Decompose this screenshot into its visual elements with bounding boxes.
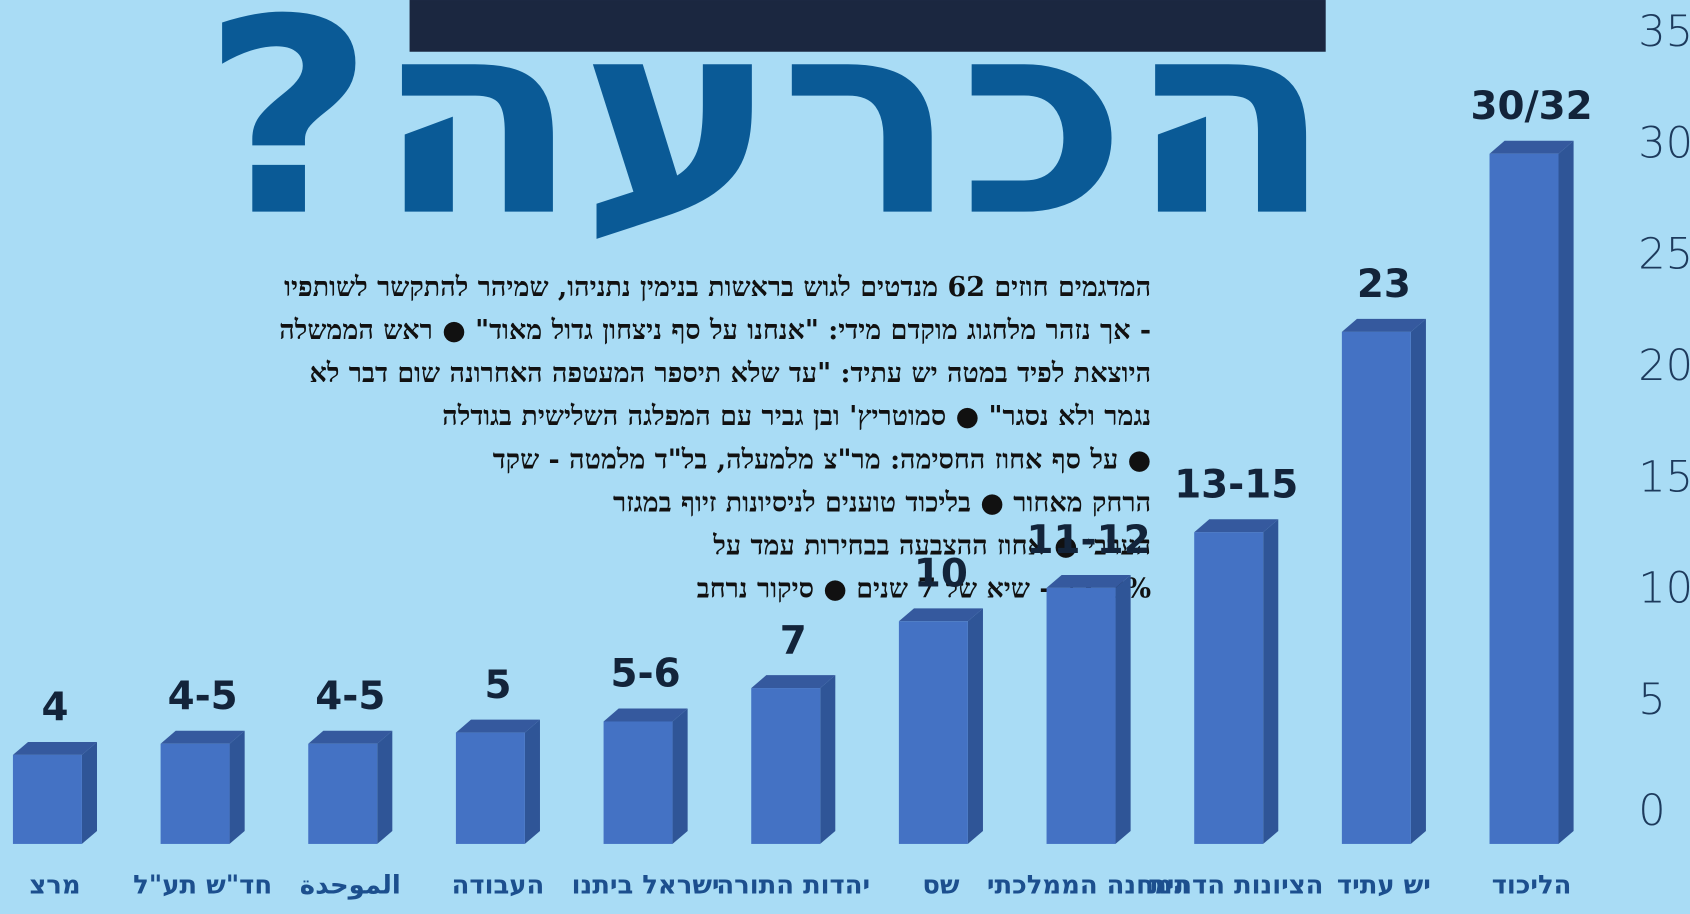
bar — [12, 754, 82, 844]
bar-side — [229, 730, 245, 844]
bar — [1194, 532, 1264, 844]
bar-side — [1263, 519, 1279, 844]
bar-side — [1410, 318, 1426, 844]
y-tick-label: 25 — [1638, 230, 1690, 280]
bar-side — [81, 741, 98, 844]
description-line: נגמר ולא נסגר" ● סמוטריץ' ובן גביר עם המ… — [442, 401, 1151, 432]
description-line: הערבי ● אחוז ההצבעה בבחירות עמד על — [712, 531, 1151, 562]
bar — [1046, 587, 1116, 844]
bar-top — [1046, 574, 1131, 588]
x-tick-label: ישראל ביתנו — [572, 870, 720, 900]
bar — [751, 688, 821, 844]
bar — [1489, 153, 1559, 844]
bar — [455, 732, 525, 844]
value-label: 30/32 — [1470, 84, 1592, 129]
bar-top — [751, 675, 836, 689]
description-line: המדגמים חוזים 62 מנדטים לגוש בראשות בנימ… — [284, 272, 1151, 303]
bar-top — [160, 730, 245, 744]
bar — [603, 721, 673, 844]
value-label: 10 — [914, 552, 968, 597]
y-tick-label: 35 — [1638, 7, 1690, 57]
x-tick-label: الموحدة — [300, 870, 401, 900]
bar-side — [1115, 574, 1131, 844]
x-tick-label: הציונות הדתית — [1149, 870, 1323, 900]
bar — [160, 743, 230, 844]
description-line: היוצאת לפיד במטה יש עתיד: "עד שלא תיספר … — [310, 358, 1152, 389]
y-tick-label: 0 — [1638, 786, 1665, 836]
y-tick-label: 5 — [1638, 675, 1665, 725]
x-tick-label: המחנה הממלכתי — [987, 870, 1190, 900]
description-line: הרחק מאחור ● בליכוד טוענים לניסיונות זיו… — [613, 487, 1151, 518]
bar-side — [967, 608, 983, 844]
bar-side — [524, 719, 540, 844]
bar — [1341, 331, 1411, 844]
bar-top — [1489, 140, 1574, 154]
bar-side — [672, 708, 688, 844]
value-label: 5 — [484, 663, 511, 708]
x-tick-label: הליכוד — [1492, 870, 1572, 900]
value-label: 4-5 — [315, 674, 385, 719]
y-tick-label: 10 — [1638, 564, 1690, 614]
bar-top — [1194, 519, 1279, 533]
bar-side — [820, 675, 836, 844]
chart-title: הכרעה? — [202, 0, 1334, 276]
bar-top — [603, 708, 688, 722]
x-tick-label: יהדות התורה — [716, 870, 870, 900]
x-tick-label: העבודה — [452, 870, 545, 900]
bar-top — [455, 719, 540, 733]
y-tick-label: 20 — [1638, 341, 1690, 391]
bar-side — [377, 730, 393, 844]
x-tick-label: שס — [922, 870, 960, 900]
bar-top — [308, 730, 393, 744]
value-label: 23 — [1357, 262, 1411, 307]
bar-top — [898, 608, 983, 622]
y-tick-label: 15 — [1638, 452, 1690, 502]
bar-top — [12, 741, 98, 755]
value-label: 13-15 — [1174, 462, 1298, 507]
bar-top — [1341, 318, 1426, 332]
value-label: 4 — [41, 685, 68, 730]
bar — [308, 743, 378, 844]
x-tick-label: חד"ש תע"ל — [133, 870, 272, 900]
x-tick-label: יש עתיד — [1337, 870, 1431, 900]
value-label: 5-6 — [611, 652, 681, 697]
description-line: - אך נזהר מלחגוג מוקדם מידי: "אנחנו על ס… — [279, 315, 1151, 346]
value-label: 11-12 — [1027, 518, 1151, 563]
description-line: ● על סף אחוז החסימה: מר"צ מלמעלה, בל"ד מ… — [493, 444, 1151, 475]
bar-side — [1558, 140, 1574, 844]
value-label: 4-5 — [168, 674, 238, 719]
value-label: 7 — [780, 618, 807, 663]
bar — [898, 621, 968, 844]
x-tick-label: מרצ — [29, 870, 80, 900]
photo — [409, 0, 1326, 52]
y-tick-label: 30 — [1638, 118, 1690, 168]
